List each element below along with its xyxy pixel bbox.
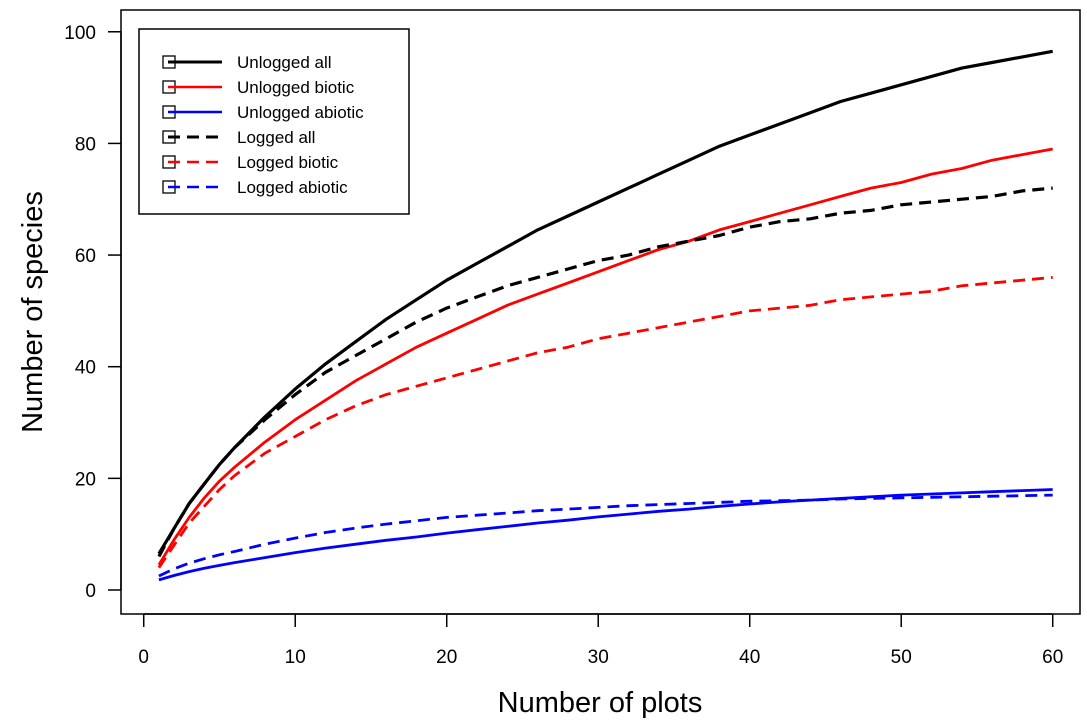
legend: Unlogged all Unlogged biotic Unlogged abio…	[138, 28, 410, 215]
y-tick-label: 20	[75, 469, 96, 490]
x-tick-label: 0	[138, 647, 149, 668]
legend-label: Unlogged all	[237, 53, 332, 72]
legend-item: Unlogged biotic	[162, 78, 355, 97]
legend-item: Logged all	[162, 128, 315, 147]
legend-item: Unlogged all	[162, 53, 332, 72]
y-tick-label: 0	[85, 581, 96, 602]
series-line-unlogged-abiotic	[158, 488, 1053, 582]
y-tick-label: 60	[75, 246, 96, 267]
x-tick-label: 20	[436, 647, 457, 668]
x-tick-label: 60	[1042, 647, 1063, 668]
y-tick-label: 80	[75, 134, 96, 155]
x-tick-label: 40	[739, 647, 760, 668]
legend-label: Unlogged biotic	[237, 78, 355, 97]
x-axis: 0 10 20 30 40 50 60	[138, 613, 1063, 668]
legend-label: Logged all	[237, 128, 315, 147]
y-axis-title: Number of species	[17, 191, 49, 433]
series-line-logged-abiotic	[158, 493, 1053, 578]
x-axis-title: Number of plots	[498, 687, 703, 719]
x-tick-label: 10	[285, 647, 306, 668]
legend-item: Logged abiotic	[162, 178, 348, 197]
legend-label: Logged biotic	[237, 153, 339, 172]
series-layer	[157, 49, 1053, 582]
series-line-unlogged-all	[157, 49, 1053, 555]
legend-item: Unlogged abiotic	[162, 103, 364, 122]
x-tick-label: 30	[588, 647, 609, 668]
y-axis: 0 20 40 60 80 100	[64, 23, 122, 602]
y-tick-label: 100	[64, 23, 96, 44]
legend-item: Logged biotic	[162, 153, 339, 172]
series-line-logged-all	[157, 186, 1053, 558]
series-line-unlogged-biotic	[157, 147, 1053, 566]
legend-label: Logged abiotic	[237, 178, 348, 197]
y-tick-label: 40	[75, 358, 96, 379]
x-tick-label: 50	[891, 647, 912, 668]
series-line-logged-biotic	[157, 276, 1053, 569]
legend-label: Unlogged abiotic	[237, 103, 364, 122]
legend-box	[138, 28, 410, 215]
